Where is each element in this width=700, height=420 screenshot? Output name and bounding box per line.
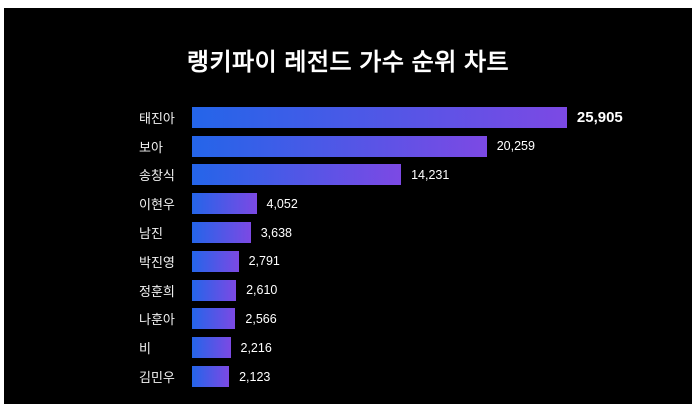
chart-title: 랭키파이 레전드 가수 순위 차트 xyxy=(186,49,510,76)
category-label: 정훈희 xyxy=(139,283,175,299)
value-label: 2,123 xyxy=(239,369,271,384)
bar-fill xyxy=(192,337,231,359)
bar-track: 25,905 xyxy=(192,103,679,132)
bar-fill xyxy=(192,250,239,272)
bar-track: 4,052 xyxy=(192,189,679,218)
bar-track: 2,123 xyxy=(192,362,679,391)
bar-row: 정훈희 2,610 xyxy=(139,276,679,305)
bar-fill xyxy=(192,279,237,301)
bar-track: 14,231 xyxy=(192,161,679,190)
bar-row: 송창식 14,231 xyxy=(139,161,679,190)
bar-fill xyxy=(192,106,567,128)
category-label: 남진 xyxy=(139,226,163,242)
bar-fill xyxy=(192,193,257,215)
category-label: 보아 xyxy=(139,139,163,155)
category-label: 김민우 xyxy=(139,370,175,386)
bar-fill xyxy=(192,135,487,157)
value-label: 3,638 xyxy=(260,225,292,240)
bar-row: 이현우 4,052 xyxy=(139,189,679,218)
bar-track: 2,610 xyxy=(192,276,679,305)
category-label: 송창식 xyxy=(139,168,175,184)
value-label: 2,610 xyxy=(246,283,278,298)
category-label: 박진영 xyxy=(139,254,175,270)
bar-track: 2,216 xyxy=(192,333,679,362)
value-label: 2,566 xyxy=(245,311,277,326)
bar-chart: 태진아 25,905 보아 20,259 송창식 14,231 이현우 4,052 남진 3,63… xyxy=(139,103,679,391)
category-label: 이현우 xyxy=(139,197,175,213)
category-label: 비 xyxy=(139,341,151,357)
bar-row: 비 2,216 xyxy=(139,333,679,362)
bar-fill xyxy=(192,366,230,388)
value-label: 25,905 xyxy=(576,108,623,126)
value-label: 2,216 xyxy=(240,340,272,355)
bar-row: 남진 3,638 xyxy=(139,218,679,247)
bar-track: 3,638 xyxy=(192,218,679,247)
bar-row: 박진영 2,791 xyxy=(139,247,679,276)
value-label: 4,052 xyxy=(266,196,298,211)
value-label: 2,791 xyxy=(248,254,280,269)
bar-fill xyxy=(192,308,236,330)
category-label: 태진아 xyxy=(139,110,175,126)
category-label: 나훈아 xyxy=(139,312,175,328)
bar-row: 김민우 2,123 xyxy=(139,362,679,391)
value-label: 14,231 xyxy=(411,167,450,182)
bar-track: 2,791 xyxy=(192,247,679,276)
bar-row: 태진아 25,905 xyxy=(139,103,679,132)
bar-track: 20,259 xyxy=(192,132,679,161)
bar-fill xyxy=(192,222,251,244)
bar-row: 나훈아 2,566 xyxy=(139,305,679,334)
value-label: 20,259 xyxy=(496,139,535,154)
bar-fill xyxy=(192,164,402,186)
bar-row: 보아 20,259 xyxy=(139,132,679,161)
bar-track: 2,566 xyxy=(192,305,679,334)
chart-panel: 랭키파이 레전드 가수 순위 차트 태진아 25,905 보아 20,259 송창식 14… xyxy=(4,8,692,404)
